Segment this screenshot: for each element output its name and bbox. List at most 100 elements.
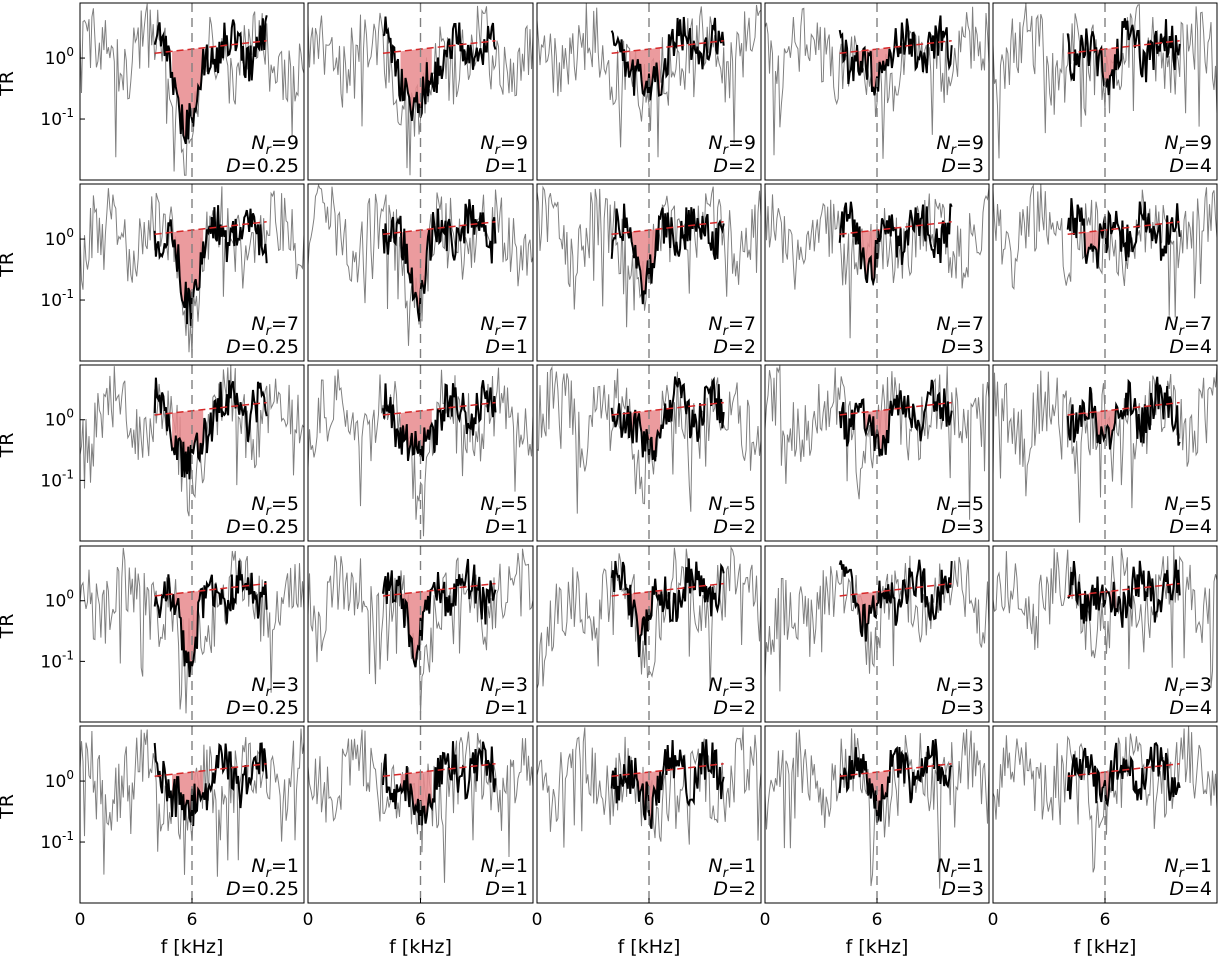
panel-nr-label: Nr=5 (480, 493, 528, 519)
raw-spectrum-line (308, 729, 533, 883)
y-tick-label: 10-1 (40, 829, 74, 853)
raw-spectrum-line (765, 6, 989, 159)
y-axis-label: TR (0, 71, 18, 97)
panel-nr3-d2: Nr=3D=2 (536, 545, 762, 723)
panel-nr1-d4: 0 6 f [kHz] Nr=1D=4 (988, 725, 1218, 958)
y-tick-label: 100 (45, 407, 74, 431)
smoothed-spectrum-line (610, 203, 725, 305)
panel-d-label: D=3 (941, 878, 984, 900)
smoothed-spectrum-line (838, 559, 953, 642)
trend-fit-line (1067, 40, 1180, 54)
smoothed-spectrum-line (1067, 559, 1181, 628)
panel-nr9-d3: Nr=9D=3 (764, 2, 990, 181)
panel-d-label: D=4 (1169, 878, 1212, 900)
panel-nr-label: Nr=1 (708, 855, 756, 881)
smoothed-spectrum-line (382, 16, 497, 122)
y-tick-label: 10-1 (40, 106, 74, 130)
smoothed-spectrum-line (610, 739, 725, 830)
x-axis-label: f [kHz] (846, 936, 909, 958)
trend-fit-line (839, 763, 952, 777)
x-tick-label: 0 (532, 910, 543, 930)
trend-fit-line (611, 763, 724, 777)
panel-frame (992, 364, 1218, 542)
panel-frame (79, 545, 305, 723)
smoothed-spectrum-line (838, 738, 953, 823)
panel-d-label: D=3 (941, 155, 984, 177)
trend-fit-line (382, 221, 496, 235)
trend-fit-line (382, 40, 496, 54)
panel-nr-label: Nr=5 (1164, 493, 1212, 519)
panel-nr-label: Nr=3 (480, 674, 528, 700)
panel-frame (536, 364, 762, 542)
panel-nr9-d0_25: 100 10-1 TR Nr=9D=0.25 (0, 2, 305, 181)
smoothed-spectrum-line (382, 741, 497, 826)
panel-d-label: D=1 (485, 878, 528, 900)
panel-d-label: D=4 (1169, 516, 1212, 538)
x-tick-label: 0 (75, 910, 86, 930)
panel-frame (307, 2, 534, 181)
x-tick-label: 6 (187, 910, 198, 930)
trend-fit-line (382, 582, 496, 597)
panel-d-label: D=3 (941, 336, 984, 358)
x-axis-label: f [kHz] (389, 936, 452, 958)
panel-nr5-d4: Nr=5D=4 (992, 364, 1218, 542)
panel-nr-label: Nr=3 (1164, 674, 1212, 700)
panel-d-label: D=3 (941, 516, 984, 538)
smoothed-spectrum-line (1066, 741, 1181, 808)
panel-d-label: D=0.25 (226, 878, 299, 900)
smoothed-spectrum-line (153, 15, 268, 145)
panel-d-label: D=2 (713, 878, 756, 900)
panel-nr-label: Nr=9 (1164, 132, 1212, 158)
smoothed-spectrum-line (1066, 18, 1181, 96)
panel-frame (992, 545, 1218, 723)
panel-d-label: D=1 (485, 336, 528, 358)
panel-nr-label: Nr=9 (480, 132, 528, 158)
y-axis-label: TR (0, 794, 18, 820)
smoothed-spectrum-line (153, 560, 268, 678)
panel-nr-label: Nr=1 (251, 855, 299, 881)
x-tick-label: 0 (303, 910, 314, 930)
y-axis-label: TR (0, 614, 18, 640)
trend-fit-line (839, 401, 952, 416)
trend-fit-line (1067, 221, 1180, 235)
trend-fit-line (154, 221, 267, 235)
panel-nr-label: Nr=5 (708, 493, 756, 519)
panel-nr-label: Nr=9 (251, 132, 299, 158)
band-gap-shading (172, 409, 204, 480)
panel-frame (307, 545, 534, 723)
panel-nr1-d3: 0 6 f [kHz] Nr=1D=3 (760, 725, 990, 958)
panel-d-label: D=2 (713, 336, 756, 358)
panel-d-label: D=0.25 (226, 516, 299, 538)
panel-d-label: D=1 (485, 516, 528, 538)
panel-d-label: D=2 (713, 697, 756, 719)
panel-frame (764, 545, 990, 723)
band-gap-shading (629, 770, 661, 829)
smoothed-spectrum-line (610, 558, 725, 658)
panel-d-label: D=1 (485, 697, 528, 719)
smoothed-spectrum-line (1066, 198, 1181, 269)
trend-fit-line (154, 763, 267, 777)
band-gap-shading (400, 228, 432, 322)
panel-frame (307, 364, 534, 542)
band-gap-shading (172, 228, 204, 326)
trend-fit-line (1067, 763, 1180, 777)
panel-frame (764, 183, 990, 362)
smoothed-spectrum-line (838, 379, 953, 457)
raw-spectrum-line (765, 185, 989, 339)
band-gap-shading (172, 47, 204, 144)
smoothed-spectrum-line (1066, 376, 1181, 450)
x-tick-label: 6 (1100, 910, 1111, 930)
trend-fit-line (1067, 582, 1180, 597)
panel-d-label: D=4 (1169, 336, 1212, 358)
panel-nr5-d0_25: 100 10-1 TR Nr=5D=0.25 (0, 364, 305, 542)
x-axis-label: f [kHz] (161, 936, 224, 958)
smoothed-spectrum-line (153, 205, 268, 326)
y-tick-label: 100 (45, 588, 74, 612)
x-tick-label: 0 (760, 910, 771, 930)
panel-nr-label: Nr=7 (251, 313, 299, 339)
trend-fit-line (1067, 401, 1180, 416)
panel-nr7-d3: Nr=7D=3 (764, 183, 990, 362)
panel-frame (992, 183, 1218, 362)
trend-fit-line (611, 401, 724, 416)
